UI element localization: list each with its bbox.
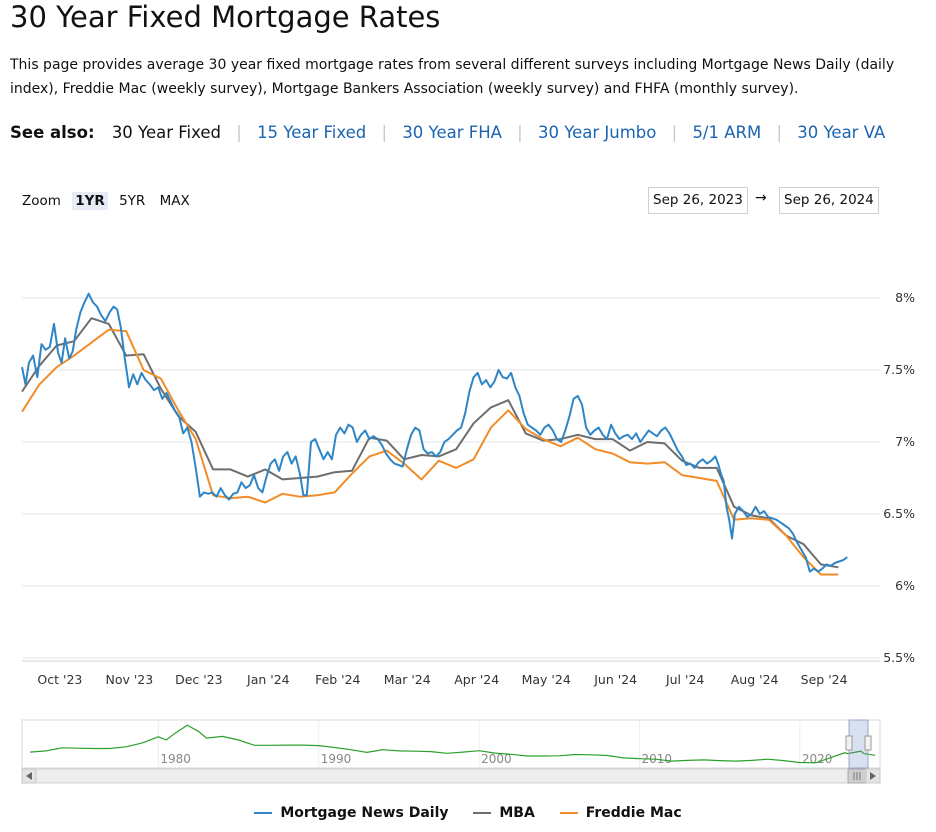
date-to-input[interactable]: Sep 26, 2024 [779,187,879,214]
x-tick-label: Feb '24 [315,672,360,687]
navigator-frame [21,719,881,769]
x-tick-label: Oct '23 [37,672,82,687]
link-5-1-arm[interactable]: 5/1 ARM [692,123,762,142]
chevron-right-icon [870,772,876,780]
navigator-right-handle[interactable] [864,735,872,751]
x-tick-label: Apr '24 [454,672,499,687]
separator: | [381,123,388,142]
see-also-label: See also: [10,123,95,142]
intro-text: This page provides average 30 year fixed… [10,57,895,97]
legend-swatch [559,812,578,814]
link-30-year-va[interactable]: 30 Year VA [797,123,886,142]
separator: | [517,123,523,142]
separator: | [236,123,242,142]
x-tick-label: Sep '24 [801,672,848,687]
x-tick-label: Nov '23 [106,672,154,687]
x-tick-label: Jan '24 [246,672,290,687]
x-tick-label: Aug '24 [731,672,779,687]
scrollbar-track[interactable] [21,768,881,784]
separator: | [671,123,678,142]
navigator-year-label: 1990 [321,752,352,766]
page-title: 30 Year Fixed Mortgage Rates [10,0,441,34]
legend-swatch [254,812,273,814]
legend-item-freddie[interactable]: Freddie Mac [559,805,682,821]
link-15-year-fixed[interactable]: 15 Year Fixed [257,123,367,142]
zoom-controls: Zoom 1YR 5YR MAX [22,192,197,210]
date-range-arrow: → [755,190,767,206]
y-tick-label: 6% [895,578,915,593]
zoom-max-button[interactable]: MAX [159,193,190,209]
chart-legend: Mortgage News Daily MBA Freddie Mac [0,805,936,821]
y-tick-label: 8% [895,290,915,305]
zoom-label: Zoom [22,193,61,209]
series-line-freddie [21,328,839,576]
zoom-5yr-button[interactable]: 5YR [119,193,146,209]
y-tick-label: 6.5% [883,506,915,521]
navigator-year-label: 1980 [160,752,191,766]
y-tick-label: 7.5% [883,362,915,377]
series-line-mba [21,317,839,569]
legend-label: Mortgage News Daily [280,805,449,821]
date-from-input[interactable]: Sep 26, 2023 [648,187,748,214]
link-30-year-fixed[interactable]: 30 Year Fixed [111,123,221,142]
y-tick-label: 5.5% [883,650,915,665]
legend-label: Freddie Mac [585,805,682,821]
series-line-mnd [21,292,848,573]
x-tick-label: Jul '24 [665,672,704,687]
zoom-1yr-button[interactable]: 1YR [72,192,108,210]
legend-item-mba[interactable]: MBA [473,805,535,821]
navigator-year-label: 2000 [481,752,512,766]
navigator-left-handle[interactable] [845,735,853,751]
legend-swatch [473,812,492,814]
separator: | [776,123,783,142]
navigator-series-line [29,724,876,764]
chevron-left-icon [26,772,32,780]
y-tick-label: 7% [895,434,915,449]
link-30-year-jumbo[interactable]: 30 Year Jumbo [537,123,657,142]
see-also-nav: See also: 30 Year Fixed | 15 Year Fixed … [10,123,885,142]
link-30-year-fha[interactable]: 30 Year FHA [402,123,502,142]
x-tick-label: Mar '24 [384,672,431,687]
x-tick-label: Dec '23 [175,672,223,687]
x-tick-label: Jun '24 [593,672,637,687]
x-tick-label: May '24 [522,672,571,687]
legend-label: MBA [499,805,535,821]
legend-item-mnd[interactable]: Mortgage News Daily [254,805,449,821]
